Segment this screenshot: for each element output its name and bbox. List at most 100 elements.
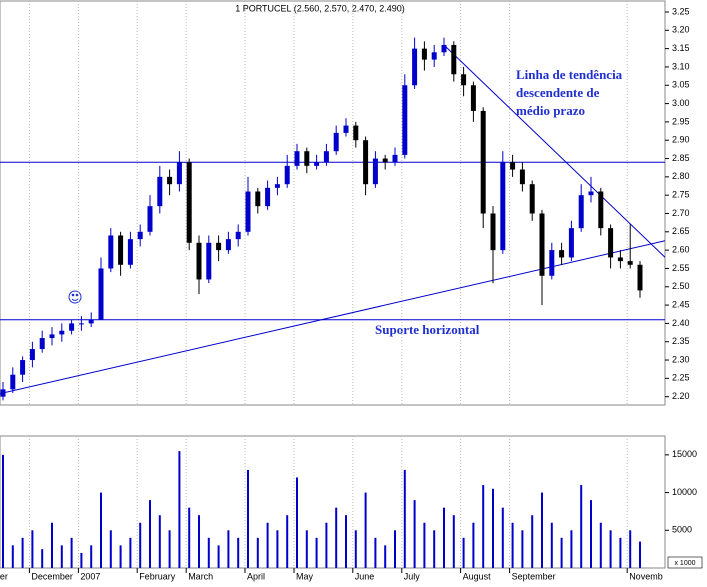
- volume-bar: [394, 530, 396, 568]
- candle-body: [10, 374, 16, 390]
- volume-bar: [60, 545, 63, 568]
- candle-body: [441, 44, 447, 53]
- volume-bar: [354, 530, 357, 568]
- candle-body: [147, 206, 153, 232]
- volume-bar: [443, 507, 445, 568]
- candle-body: [78, 323, 84, 325]
- volume-bar: [374, 537, 377, 568]
- x-tick-label: February: [139, 571, 176, 581]
- y-tick-label: 2.50: [672, 281, 690, 291]
- volume-bar: [198, 515, 200, 568]
- candle-body: [549, 250, 555, 276]
- volume-bar: [413, 500, 416, 568]
- candle-body: [157, 176, 163, 207]
- candle-body: [167, 176, 173, 185]
- candle-body: [88, 319, 94, 324]
- x-tick-label: May: [296, 571, 314, 581]
- volume-bar: [570, 530, 573, 568]
- y-tick-label: 2.80: [672, 171, 690, 181]
- x-tick-label: June: [355, 571, 375, 581]
- candle-body: [627, 261, 633, 265]
- volume-bar: [256, 537, 259, 568]
- volume-bar: [266, 522, 269, 568]
- volume-bar: [168, 530, 171, 568]
- candle-body: [333, 132, 339, 152]
- candle-body: [568, 228, 574, 258]
- candle-body: [265, 187, 271, 207]
- x-tick-label: Novemb: [629, 571, 663, 581]
- volume-unit: x 1000: [674, 560, 695, 567]
- y-tick-label: 2.60: [672, 245, 690, 255]
- volume-bar: [41, 549, 44, 568]
- volume-bar: [403, 469, 406, 568]
- volume-bar: [247, 469, 249, 568]
- volume-bar: [11, 545, 14, 568]
- volume-bar: [2, 454, 4, 568]
- candle-body: [598, 191, 604, 229]
- candle-body: [69, 323, 75, 331]
- candle-body: [461, 74, 467, 86]
- volume-bar: [286, 515, 289, 568]
- x-tick-label: July: [404, 571, 421, 581]
- candle-body: [451, 44, 457, 75]
- candle-body: [402, 85, 408, 155]
- candle-body: [20, 360, 26, 375]
- candle-body: [510, 162, 516, 170]
- volume-frame: [0, 435, 666, 569]
- x-tick-label: 2007: [80, 571, 100, 581]
- x-tick-label: March: [188, 571, 213, 581]
- candle-body: [480, 110, 486, 214]
- x-tick-label: April: [247, 571, 265, 581]
- volume-bar: [462, 537, 465, 568]
- volume-bar: [482, 485, 485, 568]
- volume-bar: [21, 537, 24, 568]
- candle-body: [0, 389, 6, 397]
- volume-tick-label: 15000: [672, 449, 697, 459]
- volume-bar: [364, 492, 367, 568]
- volume-bar: [51, 522, 53, 568]
- volume-bar: [619, 537, 622, 568]
- candle-body: [98, 268, 104, 320]
- candle-body: [323, 151, 329, 163]
- trendline: [443, 44, 666, 258]
- volume-bar: [335, 507, 338, 568]
- candle-body: [245, 191, 251, 232]
- y-tick-label: 2.35: [672, 336, 690, 346]
- volume-bar: [315, 537, 318, 568]
- volume-bar: [590, 500, 592, 568]
- annotation: descendente de: [516, 85, 600, 100]
- candle-body: [382, 158, 388, 163]
- candle-body: [294, 151, 300, 166]
- x-tick-label: ember: [0, 571, 8, 581]
- candle-body: [235, 231, 241, 240]
- y-tick-label: 3.10: [672, 61, 690, 71]
- volume-bar: [70, 537, 73, 568]
- x-tick-label: September: [512, 571, 556, 581]
- y-tick-label: 3.05: [672, 80, 690, 90]
- y-tick-label: 2.45: [672, 299, 690, 309]
- volume-bar: [521, 530, 524, 568]
- volume-bar: [511, 522, 514, 568]
- candle-body: [421, 48, 427, 60]
- candle-body: [490, 213, 496, 251]
- candle-body: [372, 158, 378, 185]
- candle-body: [196, 242, 202, 280]
- volume-bar: [90, 545, 93, 568]
- y-tick-label: 2.30: [672, 354, 690, 364]
- y-tick-label: 3.20: [672, 25, 690, 35]
- x-labels: ember December 2007 February March April May Ju…: [0, 571, 663, 581]
- y-tick-label: 2.20: [672, 391, 690, 401]
- volume-bar: [541, 492, 543, 568]
- candle-body: [500, 162, 506, 251]
- price-frame: [0, 0, 666, 406]
- volume-bar: [119, 545, 122, 568]
- volume-bar: [609, 530, 612, 568]
- candle-body: [353, 125, 359, 141]
- candle-body: [216, 242, 222, 251]
- volume-unit-box: [667, 556, 703, 569]
- volume-bar: [276, 530, 279, 568]
- volume-bar: [433, 530, 436, 568]
- candle-body: [304, 151, 310, 166]
